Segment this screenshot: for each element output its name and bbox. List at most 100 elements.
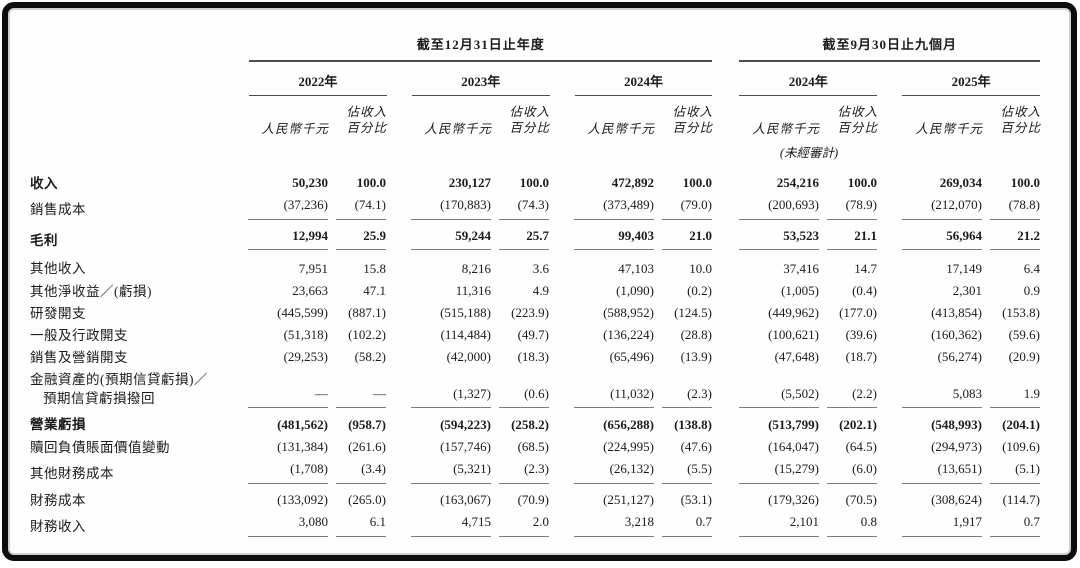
value-cell: (594,223) [440,416,491,432]
value-cell: 2,101 [739,513,819,537]
value-cell: (56,274) [937,349,982,365]
value-cell: 4,715 [411,513,491,537]
cells-2024: (588,952) (124.5) [574,304,712,323]
percent-cell: (3.4) [336,460,386,484]
percent-cell: (74.1) [336,196,386,220]
cells-2022: 50,230 100.0 [248,174,386,193]
value-cell: (1,327) [411,385,491,409]
cells-2023: (163,067) (70.9) [411,491,549,510]
value-cell: (445,599) [277,304,328,320]
percent-cell: (265.0) [348,491,386,507]
value-cell: (100,621) [768,327,819,343]
cells-2025-9m: 17,149 6.4 [902,260,1040,279]
percent-cell: 0.7 [662,513,712,537]
percent-cell: (5.1) [990,460,1040,484]
row-label: 其他財務成本 [30,466,114,482]
table-body: 收入 50,230 100.0 230,127 100.0 472,892 10… [30,172,1040,538]
cells-2024-9m: 53,523 21.1 [739,227,877,251]
cells-2022: (29,253) (58.2) [248,348,386,367]
col-label-pct: 佔收入 百分比 [509,105,550,136]
col-label-rmb: 人民幣千元 [752,121,820,136]
value-cell: (513,799) [768,416,819,432]
table-row: 金融資產的(預期信貸虧損)／ 預期信貸虧損撥回 — — (1,327) (0.6… [30,368,1040,409]
table-row: 財務成本 (133,092) (265.0) (163,067) (70.9) … [30,489,1040,511]
value-cell: 2,301 [952,282,982,298]
cells-2023: 11,316 4.9 [411,282,549,301]
table-row: 研發開支 (445,599) (887.1) (515,188) (223.9)… [30,302,1040,324]
percent-cell: (887.1) [348,304,386,320]
page-frame: 截至12月31日止年度 截至9月30日止九個月 2022年 2023年 2024… [2,2,1077,561]
period-annual-header: 截至12月31日止年度 [249,34,713,62]
column-headers-2024: 人民幣千元 佔收入 百分比 [575,104,713,137]
value-cell: 7,951 [298,260,328,276]
value-cell: (133,092) [277,491,328,507]
value-cell: 254,216 [776,174,819,190]
percent-cell: 10.0 [689,260,712,276]
table-row: 其他財務成本 (1,708) (3.4) (5,321) (2.3) (26,1… [30,458,1040,485]
value-cell: (294,973) [931,438,982,454]
cells-2023: 59,244 25.7 [411,227,549,251]
cells-2024-9m: (164,047) (64.5) [739,438,877,457]
table-row: 毛利 12,994 25.9 59,244 25.7 99,403 21.0 5… [30,225,1040,252]
value-cell: (13,651) [902,460,982,484]
cells-2023: (42,000) (18.3) [411,348,549,367]
value-cell: (15,279) [739,460,819,484]
cells-2023: 8,216 3.6 [411,260,549,279]
percent-cell: (204.1) [1002,416,1040,432]
value-cell: — [248,385,328,409]
year-header-2024-9m: 2024年 [739,71,878,96]
col-label-pct: 佔收入 百分比 [837,105,878,136]
row-label: 營業虧損 [30,417,86,433]
cells-2023: 4,715 2.0 [411,513,549,537]
row-label: 贖回負債賬面價值變動 [30,439,170,455]
percent-cell: 1.9 [990,385,1040,409]
percent-cell: (64.5) [845,438,877,454]
percent-cell: (53.1) [680,491,712,507]
column-header-row: 人民幣千元 佔收入 百分比 人民幣千元 佔收入 百分比 人民幣千元 佔收入 百分比 人… [30,104,1040,137]
cells-2025-9m: (413,854) (153.8) [902,304,1040,323]
percent-cell: 21.2 [990,227,1040,251]
table-row: 營業虧損 (481,562) (958.7) (594,223) (258.2)… [30,413,1040,435]
percent-cell: (49.7) [517,327,549,343]
percent-cell: (13.9) [680,349,712,365]
value-cell: (37,236) [248,196,328,220]
value-cell: 53,523 [739,227,819,251]
value-cell: 47,103 [618,260,654,276]
percent-cell: (6.0) [827,460,877,484]
column-headers-2025-9m: 人民幣千元 佔收入 百分比 [903,104,1041,137]
percent-cell: (258.2) [511,416,549,432]
value-cell: 56,964 [902,227,982,251]
cells-2022: (133,092) (265.0) [248,491,386,510]
percent-cell: 25.9 [336,227,386,251]
value-cell: (515,188) [440,304,491,320]
value-cell: (131,384) [277,438,328,454]
value-cell: 17,149 [946,260,982,276]
value-cell: (5,321) [411,460,491,484]
percent-cell: (59.6) [1008,327,1040,343]
percent-cell: 21.1 [827,227,877,251]
cells-2023: (1,327) (0.6) [411,385,549,409]
period-header-row: 截至12月31日止年度 截至9月30日止九個月 [30,34,1040,62]
percent-cell: (2.2) [827,385,877,409]
cells-2025-9m: 1,917 0.7 [902,513,1040,537]
cells-2023: (515,188) (223.9) [411,304,549,323]
cells-2024-9m: (200,693) (78.9) [739,196,877,220]
unaudited-note: (未經審計) [779,145,839,160]
row-label: 財務收入 [30,519,86,535]
value-cell: 12,994 [248,227,328,251]
cells-2024: 99,403 21.0 [574,227,712,251]
value-cell: (5,502) [739,385,819,409]
cells-2024: (65,496) (13.9) [574,348,712,367]
cells-2023: 230,127 100.0 [411,174,549,193]
cells-2024-9m: (47,648) (18.7) [739,348,877,367]
col-label-rmb: 人民幣千元 [424,121,492,136]
percent-cell: 0.8 [827,513,877,537]
value-cell: (42,000) [446,349,491,365]
col-label-pct: 佔收入 百分比 [346,105,387,136]
percent-cell: (74.3) [499,196,549,220]
cells-2024-9m: (179,326) (70.5) [739,491,877,510]
row-label: 財務成本 [30,492,86,508]
column-headers-2024-9m: 人民幣千元 佔收入 百分比 [740,104,878,137]
value-cell: (251,127) [603,491,654,507]
cells-2025-9m: (294,973) (109.6) [902,438,1040,457]
